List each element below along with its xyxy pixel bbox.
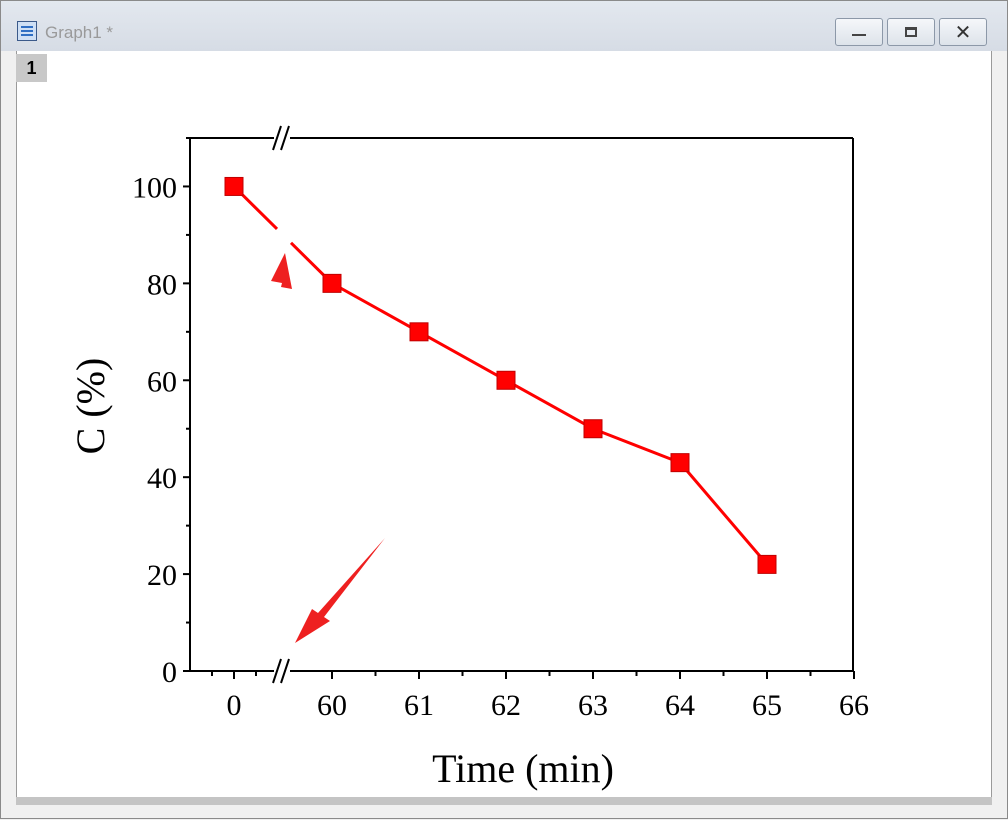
x-axis-label: Time (min) (432, 746, 614, 791)
close-button[interactable]: ✕ (939, 18, 987, 46)
y-tick-label: 0 (162, 656, 177, 689)
data-point (322, 273, 342, 293)
x-tick-label: 61 (404, 689, 434, 722)
data-point (670, 453, 690, 473)
series-line-segment (592, 427, 681, 465)
horizontal-scrollbar[interactable] (16, 797, 992, 805)
restore-button[interactable] (887, 18, 935, 46)
series-line-segment (331, 282, 420, 334)
x-tick-label: 63 (578, 689, 608, 722)
data-point (583, 419, 603, 439)
top-axis-break-mark (272, 125, 282, 151)
data-point (224, 176, 244, 196)
x-tick-label: 65 (752, 689, 782, 722)
top-axis-break-mark (280, 125, 290, 151)
y-tick-label: 60 (147, 365, 177, 398)
x-tick-label: 62 (491, 689, 521, 722)
axes: 0 20 40 60 80 100 0 60 61 62 63 64 65 66 (132, 125, 869, 722)
series-line-segment (418, 330, 507, 382)
restore-icon (905, 27, 917, 37)
series-line-segment (678, 461, 769, 566)
annotations (253, 253, 385, 643)
arrow-to-line-break (253, 253, 292, 399)
window-title: Graph1 * (45, 23, 114, 42)
minimize-icon (852, 34, 866, 36)
x-tick-label: 60 (317, 689, 347, 722)
x-tick-label: 66 (839, 689, 869, 722)
y-tick-label: 40 (147, 462, 177, 495)
layer-tab[interactable]: 1 (16, 54, 47, 82)
y-tick-label: 100 (132, 171, 177, 204)
arrow-to-axis-break (295, 538, 385, 643)
y-tick-label: 20 (147, 559, 177, 592)
x-tick-label: 64 (665, 689, 695, 722)
series-line-segment (505, 378, 594, 431)
data-series (224, 176, 777, 574)
y-tick-label: 80 (147, 268, 177, 301)
title-bar[interactable]: Graph1 * ✕ (1, 1, 1007, 51)
x-axis-break-mark (280, 658, 290, 684)
y-axis-label: C (%) (68, 358, 113, 455)
data-point (757, 554, 777, 574)
data-point (496, 370, 516, 390)
graph-window-icon (17, 21, 37, 41)
x-axis-break-mark (272, 658, 282, 684)
close-icon: ✕ (954, 20, 972, 44)
x-tick-label: 0 (227, 689, 242, 722)
minimize-button[interactable] (835, 18, 883, 46)
graph-page[interactable] (16, 51, 992, 797)
data-point (409, 322, 429, 342)
